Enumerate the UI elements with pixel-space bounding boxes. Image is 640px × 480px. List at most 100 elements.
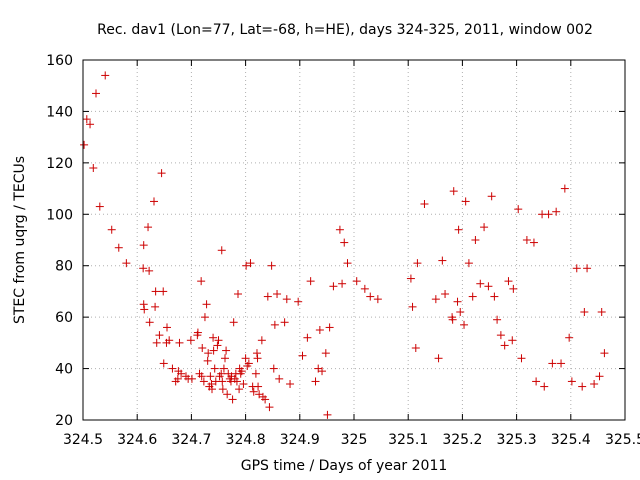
x-tick-label: 324.6 bbox=[117, 432, 157, 448]
y-axis-label: STEC from uqrg / TECUs bbox=[12, 156, 28, 324]
data-point bbox=[168, 364, 177, 373]
data-point bbox=[221, 354, 230, 363]
data-point bbox=[228, 395, 237, 404]
data-point bbox=[303, 333, 312, 342]
y-tick-label: 80 bbox=[55, 259, 73, 275]
y-tick-label: 60 bbox=[55, 310, 73, 326]
data-point bbox=[244, 359, 253, 368]
data-point bbox=[540, 382, 549, 391]
data-point bbox=[187, 374, 196, 383]
data-point bbox=[360, 284, 369, 293]
data-point bbox=[438, 256, 447, 265]
data-point bbox=[343, 259, 352, 268]
data-point bbox=[122, 259, 131, 268]
data-point bbox=[223, 390, 232, 399]
data-point bbox=[335, 225, 344, 234]
data-point bbox=[197, 277, 206, 286]
data-point bbox=[544, 210, 553, 219]
data-point bbox=[490, 292, 499, 301]
data-point bbox=[496, 331, 505, 340]
data-point bbox=[464, 259, 473, 268]
data-point bbox=[557, 359, 566, 368]
data-point bbox=[92, 89, 101, 98]
data-point bbox=[203, 356, 212, 365]
data-point bbox=[583, 264, 592, 273]
data-point bbox=[152, 338, 161, 347]
x-tick-label: 324.9 bbox=[280, 432, 320, 448]
data-point bbox=[202, 300, 211, 309]
data-point bbox=[434, 354, 443, 363]
data-point bbox=[163, 323, 172, 332]
data-point bbox=[193, 328, 202, 337]
data-point bbox=[186, 336, 195, 345]
data-point bbox=[249, 387, 258, 396]
x-tick-label: 325.5 bbox=[605, 432, 640, 448]
data-point bbox=[529, 238, 538, 247]
data-point bbox=[449, 187, 458, 196]
data-point bbox=[209, 346, 218, 355]
data-point bbox=[323, 410, 332, 419]
data-point bbox=[552, 207, 561, 216]
data-point bbox=[159, 287, 168, 296]
data-point bbox=[114, 243, 123, 252]
x-tick-label: 324.8 bbox=[226, 432, 266, 448]
plot-frame bbox=[82, 59, 626, 421]
data-point bbox=[294, 297, 303, 306]
data-point bbox=[413, 259, 422, 268]
data-point bbox=[237, 367, 246, 376]
data-point bbox=[408, 302, 417, 311]
data-point bbox=[261, 395, 270, 404]
data-point bbox=[155, 331, 164, 340]
data-point bbox=[580, 308, 589, 316]
data-point bbox=[242, 261, 251, 270]
data-point bbox=[338, 279, 347, 288]
data-point bbox=[101, 71, 110, 80]
x-tick-label: 324.5 bbox=[63, 432, 103, 448]
grid bbox=[83, 60, 625, 420]
data-point bbox=[139, 264, 148, 273]
data-point bbox=[270, 320, 279, 329]
y-tick-label: 160 bbox=[46, 53, 73, 69]
data-point bbox=[532, 377, 541, 386]
data-point bbox=[89, 164, 98, 172]
data-point bbox=[282, 295, 291, 304]
data-point bbox=[218, 377, 227, 386]
data-point bbox=[145, 266, 154, 275]
data-point bbox=[471, 236, 480, 244]
data-point bbox=[209, 333, 218, 342]
data-point bbox=[352, 277, 361, 286]
data-point bbox=[480, 223, 489, 232]
data-point bbox=[82, 115, 91, 124]
data-point bbox=[265, 403, 274, 412]
data-point bbox=[411, 344, 420, 352]
data-point bbox=[321, 349, 330, 358]
data-point bbox=[197, 372, 206, 381]
data-point bbox=[325, 323, 334, 332]
axis-ticks: 324.5 324.6 324.7 324.8 324.9 325 325.1 325.2 32… bbox=[46, 53, 640, 448]
data-point bbox=[275, 374, 284, 383]
y-tick-label: 20 bbox=[55, 413, 73, 429]
data-point bbox=[241, 354, 250, 363]
data-point bbox=[500, 341, 509, 350]
data-point bbox=[504, 277, 513, 286]
data-point bbox=[420, 200, 429, 208]
y-tick-label: 100 bbox=[46, 207, 73, 223]
y-tick-label: 140 bbox=[46, 104, 73, 120]
data-point bbox=[139, 241, 148, 250]
data-point bbox=[246, 259, 255, 268]
data-point bbox=[144, 223, 153, 232]
data-point bbox=[232, 377, 241, 386]
data-point bbox=[217, 369, 226, 378]
data-point bbox=[280, 318, 289, 327]
data-point bbox=[177, 369, 186, 378]
data-point bbox=[267, 261, 276, 270]
data-point bbox=[453, 297, 462, 306]
data-point bbox=[214, 336, 223, 345]
data-point bbox=[151, 302, 160, 311]
data-point bbox=[597, 308, 606, 316]
data-point bbox=[487, 192, 496, 201]
y-tick-label: 40 bbox=[55, 362, 73, 378]
data-point bbox=[218, 385, 227, 394]
data-point bbox=[315, 326, 324, 334]
